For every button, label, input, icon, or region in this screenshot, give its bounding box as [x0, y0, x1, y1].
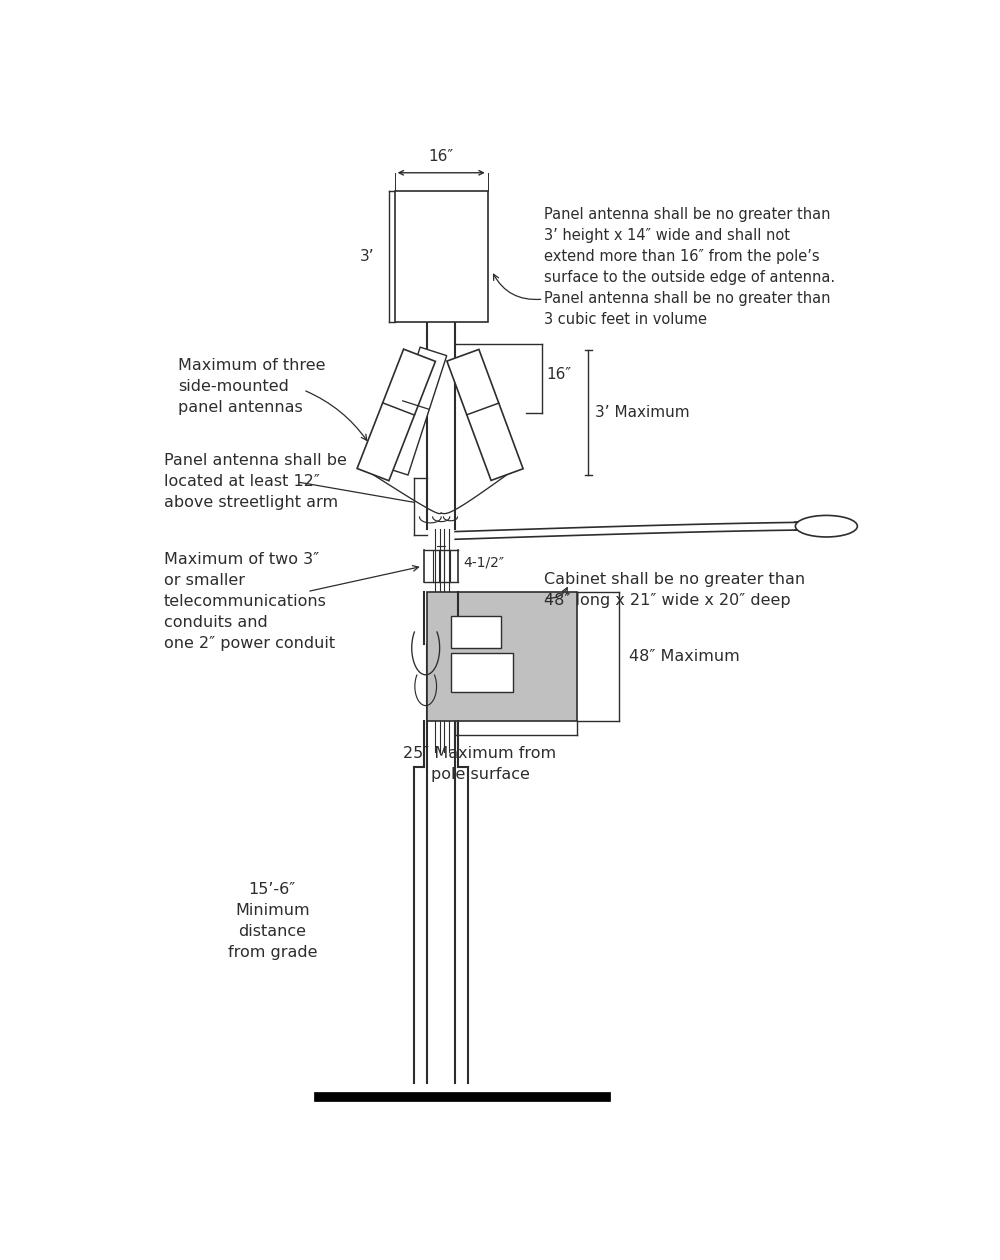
Text: 16″: 16″	[547, 367, 572, 382]
Polygon shape	[357, 349, 435, 481]
Text: Maximum of two 3″
or smaller
telecommunications
conduits and
one 2″ power condui: Maximum of two 3″ or smaller telecommuni…	[164, 552, 335, 650]
Text: 15’-6″
Minimum
distance
from grade: 15’-6″ Minimum distance from grade	[228, 882, 317, 960]
Text: Maximum of three
side-mounted
panel antennas: Maximum of three side-mounted panel ante…	[178, 358, 325, 415]
Text: Panel antenna shall be
located at least 12″
above streetlight arm: Panel antenna shall be located at least …	[164, 454, 347, 510]
Text: 3’ Maximum: 3’ Maximum	[595, 404, 689, 420]
Ellipse shape	[795, 515, 857, 537]
Bar	[450, 653, 512, 692]
Bar	[450, 616, 501, 648]
Text: 4-1/2″: 4-1/2″	[463, 556, 504, 570]
Text: 25″ Maximum from
pole surface: 25″ Maximum from pole surface	[403, 746, 557, 782]
Text: 48″ Maximum: 48″ Maximum	[629, 649, 740, 664]
Text: 16″: 16″	[429, 149, 454, 164]
Polygon shape	[381, 348, 447, 475]
Bar	[427, 592, 577, 721]
Polygon shape	[447, 349, 523, 480]
Bar	[395, 192, 488, 323]
Text: Panel antenna shall be no greater than
3’ height x 14″ wide and shall not
extend: Panel antenna shall be no greater than 3…	[544, 207, 835, 326]
Text: Cabinet shall be no greater than
48″ long x 21″ wide x 20″ deep: Cabinet shall be no greater than 48″ lon…	[544, 572, 805, 607]
Text: 3’: 3’	[360, 249, 375, 265]
